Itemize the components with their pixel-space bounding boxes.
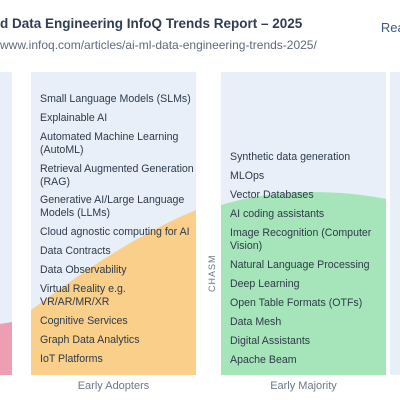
list-item: Open Table Formats (OTFs) bbox=[230, 297, 363, 309]
list-item: AI coding assistants bbox=[230, 208, 325, 220]
early-adopters-curve bbox=[31, 210, 196, 375]
innovators-curve bbox=[0, 322, 12, 375]
early-majority-curve bbox=[221, 192, 386, 375]
list-item: Small Language Models (SLMs) bbox=[40, 93, 191, 105]
list-item: Deep Learning bbox=[230, 278, 300, 290]
list-item: IoT Platforms bbox=[40, 353, 103, 365]
list-item: Synthetic data generation bbox=[230, 151, 351, 163]
list-item: Digital Assistants bbox=[230, 335, 311, 347]
list-item: Data Contracts bbox=[40, 245, 111, 257]
list-item: Natural Language Processing bbox=[230, 259, 370, 271]
list-item: Data Observability bbox=[40, 264, 127, 276]
read-link[interactable]: Read bbox=[380, 20, 400, 35]
list-item: Explainable AI bbox=[40, 112, 108, 124]
list-item: Graph Data Analytics bbox=[40, 334, 140, 346]
list-item: Apache Beam bbox=[230, 354, 297, 366]
list-item: Cloud agnostic computing for AI bbox=[40, 226, 190, 238]
late-majority-panel bbox=[390, 72, 400, 375]
chasm-label: CHASM bbox=[207, 254, 217, 292]
article-url[interactable]: www.infoq.com/articles/ai-ml-data-engine… bbox=[0, 38, 317, 52]
list-item: MLOps bbox=[230, 170, 265, 182]
list-item: Automated Machine Learning (AutoML) bbox=[40, 131, 179, 156]
innovators-panel bbox=[0, 72, 12, 375]
list-item: Data Mesh bbox=[230, 316, 282, 328]
early-majority-caption: Early Majority bbox=[270, 380, 337, 392]
list-item: Vector Databases bbox=[230, 189, 314, 201]
list-item: Retrieval Augmented Generation (RAG) bbox=[40, 163, 194, 188]
list-item: Virtual Reality e.g. VR/AR/MR/XR bbox=[40, 283, 126, 308]
report-header: d Data Engineering InfoQ Trends Report –… bbox=[0, 0, 400, 62]
list-item: Cognitive Services bbox=[40, 315, 128, 327]
list-item: Generative AI/Large Language Models (LLM… bbox=[40, 194, 185, 219]
early-adopters-panel: Small Language Models (SLMs) Explainable… bbox=[31, 72, 196, 375]
early-majority-panel: Synthetic data generation MLOps Vector D… bbox=[221, 72, 386, 375]
list-item: Image Recognition (Computer Vision) bbox=[230, 227, 372, 252]
early-adopters-caption: Early Adopters bbox=[77, 380, 150, 392]
page-title: d Data Engineering InfoQ Trends Report –… bbox=[0, 16, 303, 31]
